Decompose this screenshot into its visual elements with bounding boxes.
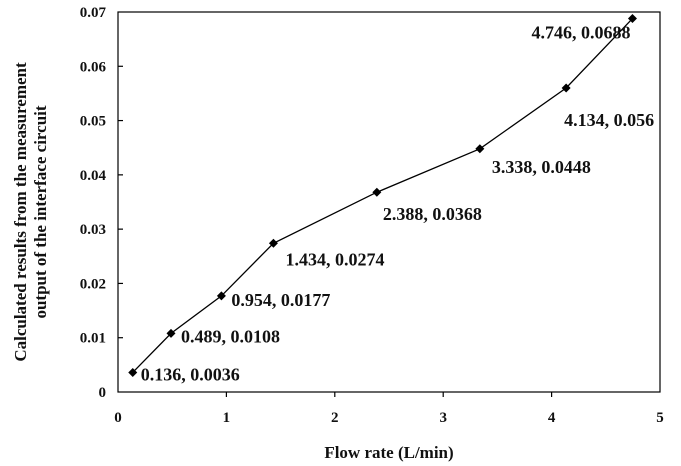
data-label: 3.338, 0.0448 [492, 157, 591, 177]
y-tick-label: 0.05 [80, 114, 106, 130]
data-label: 4.134, 0.056 [564, 110, 654, 130]
data-point-marker [372, 187, 382, 197]
data-point-marker [216, 291, 226, 301]
data-label: 0.954, 0.0177 [231, 290, 330, 310]
series-line [132, 18, 633, 373]
data-point-marker [627, 14, 637, 24]
y-axis-title: Calculated results from the measurement … [11, 62, 50, 362]
data-label: 4.746, 0.0688 [531, 23, 630, 43]
y-tick-label: 0.07 [80, 5, 107, 21]
y-tick-label: 0.02 [80, 276, 106, 292]
x-tick-label: 2 [331, 410, 339, 426]
x-tick-label: 4 [548, 410, 556, 426]
y-tick-label: 0 [99, 385, 107, 401]
y-tick-label: 0.06 [80, 59, 107, 75]
data-label: 2.388, 0.0368 [383, 204, 482, 224]
data-point-marker [166, 328, 176, 338]
x-tick-label: 0 [114, 410, 122, 426]
data-point-marker [561, 83, 571, 93]
data-point-marker [475, 144, 485, 154]
y-axis-title-line-1: Calculated results from the measurement [11, 62, 30, 362]
data-label: 0.136, 0.0036 [141, 364, 240, 384]
x-tick-label: 3 [439, 410, 447, 426]
y-tick-label: 0.03 [80, 222, 106, 238]
y-tick-label: 0.01 [80, 331, 106, 347]
x-tick-label: 1 [223, 410, 231, 426]
x-tick-label: 5 [656, 410, 664, 426]
data-label: 0.489, 0.0108 [181, 326, 280, 346]
data-label: 1.434, 0.0274 [285, 249, 384, 269]
data-point-marker [128, 367, 138, 377]
plot-area: 0 0.01 0.02 0.03 0.04 0.05 0.06 0.07 0 1 2 3 4 5 0.136… [80, 5, 664, 426]
y-axis-title-line-2: output of the interface circuit [31, 105, 50, 318]
y-tick-label: 0.04 [80, 168, 107, 184]
x-axis-title: Flow rate (L/min) [324, 443, 453, 462]
data-point-marker [268, 238, 278, 248]
plot-frame [117, 11, 661, 393]
